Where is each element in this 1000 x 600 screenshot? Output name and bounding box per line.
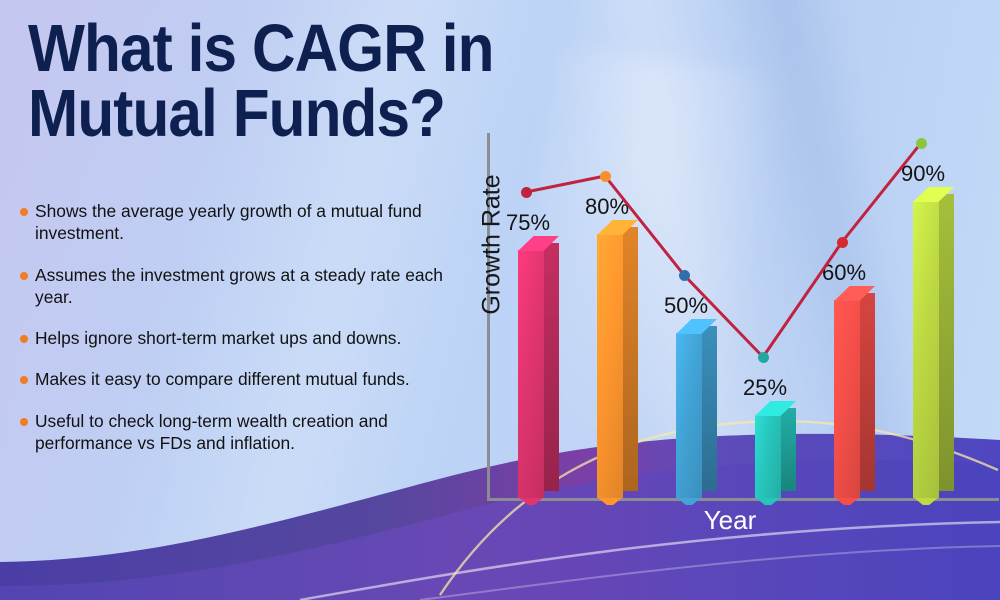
bullet-list: Shows the average yearly growth of a mut… xyxy=(12,200,482,473)
list-item: Makes it easy to compare different mutua… xyxy=(12,368,482,390)
title-line-2: Mutual Funds? xyxy=(28,75,446,151)
bullet-dot-icon xyxy=(20,335,28,344)
x-axis-line xyxy=(487,498,999,501)
bar-side-face xyxy=(702,326,717,491)
bar-front-face xyxy=(597,234,623,498)
trend-marker xyxy=(520,186,532,198)
page-title: What is CAGR in Mutual Funds? xyxy=(28,11,494,151)
bar-front-face xyxy=(755,415,781,498)
list-item-label: Useful to check long-term wealth creatio… xyxy=(35,410,388,453)
trend-marker xyxy=(915,137,927,149)
bar-side-face xyxy=(623,227,638,491)
bullet-dot-icon xyxy=(20,417,28,426)
value-label: 50% xyxy=(664,293,709,318)
value-label: 60% xyxy=(822,260,867,285)
trend-marker xyxy=(836,236,848,248)
bar-front-face xyxy=(676,333,702,498)
list-item: Helps ignore short-term market ups and d… xyxy=(12,327,482,349)
bar-side-face xyxy=(781,408,796,491)
bullet-dot-icon xyxy=(20,376,28,385)
bullet-dot-icon xyxy=(20,208,28,216)
bar-bottom-face xyxy=(913,497,939,505)
bar-front-face xyxy=(518,250,544,498)
value-label: 75% xyxy=(506,210,551,235)
value-label: 25% xyxy=(743,375,788,400)
bar-bottom-face xyxy=(518,497,544,505)
trend-marker xyxy=(599,170,611,182)
list-item-label: Helps ignore short-term market ups and d… xyxy=(35,328,402,349)
bar-bottom-face xyxy=(834,497,860,505)
trend-marker xyxy=(757,351,769,363)
title-line-1: What is CAGR in xyxy=(28,11,494,86)
bar-side-face xyxy=(860,293,875,491)
list-item: Assumes the investment grows at a steady… xyxy=(12,264,482,309)
bar-side-face xyxy=(939,194,954,491)
bullet-dot-icon xyxy=(20,271,28,280)
y-axis-line xyxy=(487,133,490,501)
growth-rate-chart: Growth Rate 75% 80% 50% 25% 60% 90% Year xyxy=(455,120,1000,535)
trend-line xyxy=(525,142,923,359)
list-item-label: Assumes the investment grows at a steady… xyxy=(35,264,443,307)
list-item: Shows the average yearly growth of a mut… xyxy=(12,200,482,245)
x-axis-label: Year xyxy=(703,505,757,535)
bar-bottom-face xyxy=(597,497,623,505)
bar-front-face xyxy=(913,201,939,498)
list-item-label: Makes it easy to compare different mutua… xyxy=(35,369,410,390)
value-label: 90% xyxy=(901,161,946,186)
list-item: Useful to check long-term wealth creatio… xyxy=(12,410,482,455)
list-item-label: Shows the average yearly growth of a mut… xyxy=(35,201,422,244)
bar-bottom-face xyxy=(755,497,781,505)
bar-bottom-face xyxy=(676,497,702,505)
purple-wave-decoration xyxy=(0,433,1000,600)
bar-side-face xyxy=(544,243,559,491)
trend-marker xyxy=(678,269,690,281)
bar-front-face xyxy=(834,300,860,498)
